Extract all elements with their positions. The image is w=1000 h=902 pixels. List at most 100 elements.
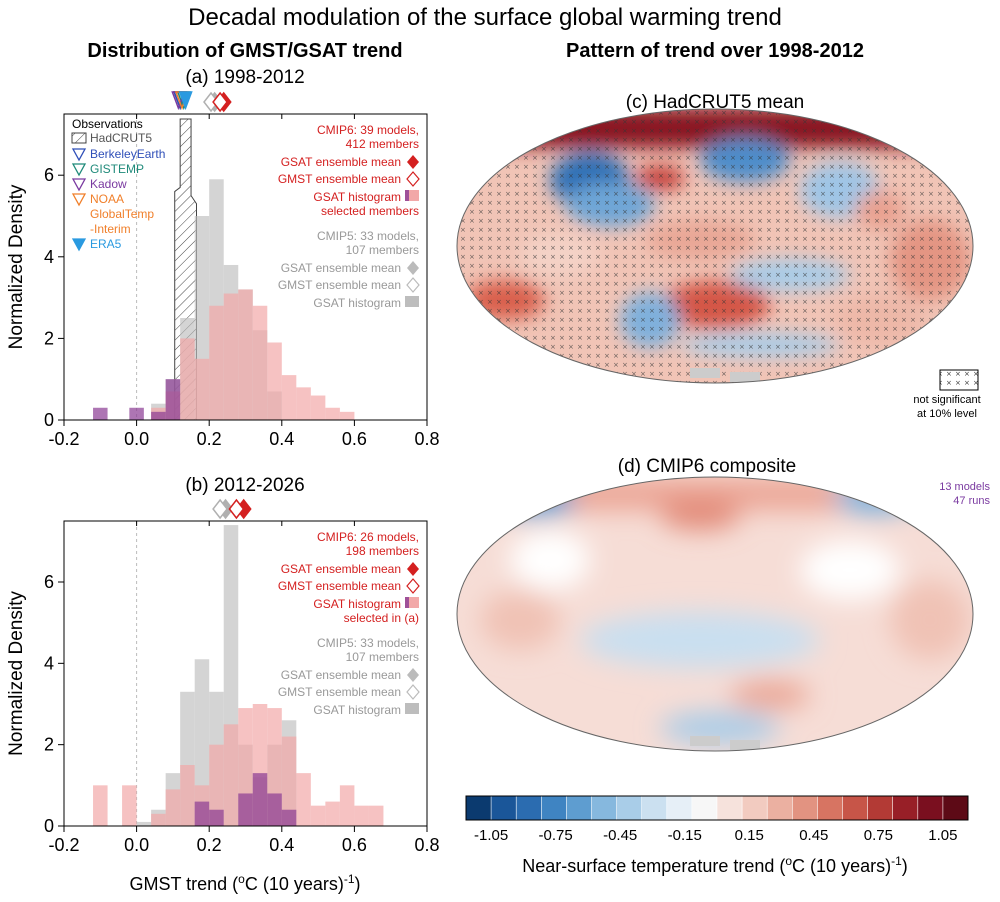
- histogram-bar: [180, 765, 195, 826]
- legend-diamond: [407, 261, 419, 275]
- histogram-bar: [281, 809, 297, 826]
- histogram-bar: [194, 659, 210, 826]
- y-axis-label: Normalized Density: [6, 591, 27, 756]
- histogram-bar: [339, 411, 355, 420]
- histogram-bar: [194, 801, 210, 826]
- y-tick-label: 6: [44, 572, 54, 592]
- histogram-bar: [129, 407, 144, 420]
- colorbar-cell: [717, 796, 743, 820]
- observation-marker: [178, 91, 193, 111]
- legend-diamond: [406, 578, 420, 594]
- histogram-bar: [354, 805, 369, 826]
- histogram-bar: [252, 305, 268, 420]
- legend-swatch: [405, 190, 419, 201]
- colorbar: -1.05 -0.75 -0.45 -0.15 0.15 0.45 0.75 1.05 Nea…: [465, 795, 969, 876]
- legend-diamond: [407, 668, 419, 682]
- x-tick-label: -0.2: [48, 429, 79, 449]
- right-heading: Pattern of trend over 1998-2012: [566, 40, 864, 62]
- x-tick-label: 0.4: [269, 429, 294, 449]
- colorbar-cell: [767, 796, 793, 820]
- histogram-bar: [238, 793, 253, 826]
- colorbar-cell: [742, 796, 768, 820]
- plot-frame: [63, 520, 428, 827]
- cmip-legend-label: CMIP5: 33 models,: [317, 636, 419, 650]
- cmip-legend-label: GSAT histogram: [313, 190, 401, 204]
- histogram-bar: [223, 293, 239, 420]
- obs-legend-swatch: [71, 132, 87, 144]
- legend-swatch: [405, 597, 409, 608]
- x-tick-label: 0.0: [124, 835, 149, 855]
- ensemble-mean-marker: [212, 91, 229, 113]
- colorbar-cell: [867, 796, 894, 820]
- colorbar-label: -0.75: [539, 827, 573, 844]
- obs-legend-label: Kadow: [90, 177, 127, 191]
- histogram-bar: [223, 724, 239, 826]
- histogram-bar: [209, 809, 224, 826]
- histogram-bar: [93, 785, 108, 826]
- y-tick-label: 4: [44, 247, 54, 267]
- legend-swatch: [405, 597, 419, 608]
- histogram-bar: [310, 395, 326, 420]
- panel-b-title: (b) 2012-2026: [185, 475, 304, 496]
- x-tick-label: 0.4: [269, 835, 294, 855]
- colorbar-cell: [817, 796, 843, 820]
- y-tick-label: 0: [44, 816, 54, 836]
- obs-legend-symbol: [71, 163, 87, 177]
- colorbar-cell: [892, 796, 919, 820]
- map-panel-d: (d) CMIP6 composite 13 models 47 runs: [456, 456, 990, 752]
- x-tick-label: 0.8: [414, 835, 439, 855]
- cmip-legend-label: GSAT ensemble mean: [281, 155, 401, 169]
- colorbar-label: 0.45: [799, 827, 828, 844]
- colorbar-cell: [917, 796, 944, 820]
- histogram-bar: [296, 387, 311, 420]
- map-c-title: (c) HadCRUT5 mean: [626, 92, 804, 113]
- histogram-bar: [296, 773, 311, 826]
- x-tick-label: 0.6: [342, 835, 367, 855]
- cmip-legend-label: CMIP5: 33 models,: [317, 229, 419, 243]
- obs-legend-title: Observations: [72, 117, 143, 131]
- histogram-bar: [281, 736, 297, 826]
- y-tick-label: 2: [44, 735, 54, 755]
- obs-legend-label: ERA5: [90, 237, 122, 251]
- histogram-panel-b: (b) 2012-2026 -0.2 0.0 0.2 0.4 0.6 0.8 0 2 4 6 Nor…: [6, 475, 440, 894]
- colorbar-cell: [566, 796, 592, 820]
- histogram-bar: [93, 407, 108, 420]
- cmip-legend-label: GSAT ensemble mean: [281, 562, 401, 576]
- hatch-legend-label-1: not significant: [913, 394, 980, 406]
- cmip-legend-label: 198 members: [346, 544, 419, 558]
- x-tick-label: 0.2: [197, 429, 222, 449]
- colorbar-cell: [491, 796, 517, 820]
- legend-swatch: [405, 296, 419, 307]
- legend-diamond: [407, 562, 419, 576]
- histogram-bar: [281, 375, 297, 420]
- histogram-bar: [325, 801, 340, 826]
- histogram-bar: [209, 744, 224, 826]
- colorbar-label: 0.15: [735, 827, 764, 844]
- map-panel-c: (c) HadCRUT5 mean: [456, 92, 981, 420]
- histogram-bar: [368, 805, 384, 826]
- cmip-legend-label: selected in (a): [344, 611, 419, 625]
- histogram-bar: [209, 305, 224, 420]
- cmip-legend-label: GMST ensemble mean: [278, 579, 401, 593]
- map-c-field: [457, 109, 973, 383]
- hatch-legend-box: [939, 369, 979, 391]
- y-tick-label: 0: [44, 410, 54, 430]
- x-tick-label: 0.2: [197, 835, 222, 855]
- obs-legend-symbol: [71, 193, 87, 207]
- histogram-bar: [310, 805, 326, 826]
- histogram-bar: [151, 813, 166, 826]
- colorbar-cell: [641, 796, 668, 820]
- cmip-legend-label: 107 members: [346, 650, 419, 664]
- x-axis-label: GMST trend (oC (10 years)-1): [129, 872, 360, 894]
- obs-legend-label: -Interim: [90, 222, 131, 236]
- cmip-legend-label: CMIP6: 39 models,: [317, 123, 419, 137]
- cmip-legend-label: selected members: [321, 204, 419, 218]
- left-heading: Distribution of GMST/GSAT trend: [87, 40, 402, 62]
- histogram-bar: [267, 342, 282, 420]
- colorbar-cell: [792, 796, 818, 820]
- colorbar-label: 1.05: [928, 827, 957, 844]
- plot-frame: [63, 113, 428, 421]
- obs-legend-symbol: [71, 238, 87, 252]
- colorbar-label: -0.45: [603, 827, 637, 844]
